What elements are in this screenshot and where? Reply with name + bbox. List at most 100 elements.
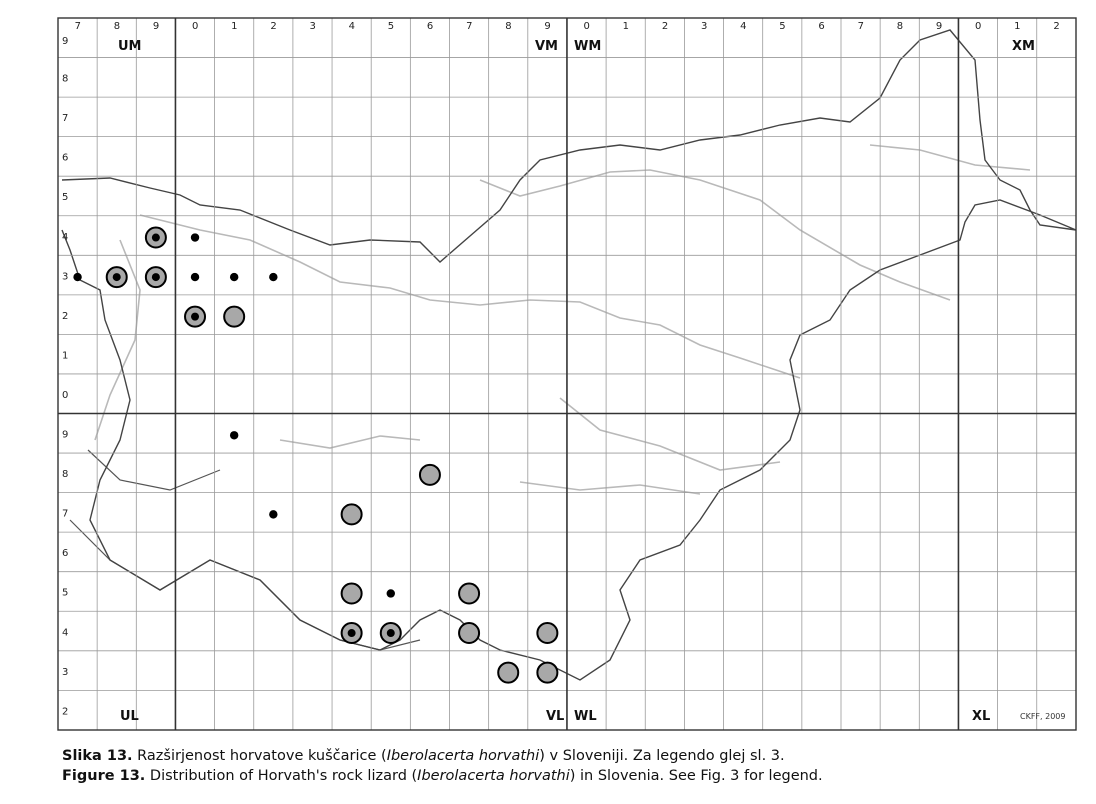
record-marker-combined-dot bbox=[151, 233, 160, 242]
neighbour-border bbox=[87, 449, 221, 491]
zone-label-ul: UL bbox=[120, 709, 139, 724]
top-tick-label: 8 bbox=[897, 21, 903, 32]
record-marker-old bbox=[386, 589, 395, 598]
top-tick-label: 5 bbox=[779, 21, 785, 32]
record-marker-combined-dot bbox=[347, 629, 356, 638]
top-tick-label: 7 bbox=[466, 21, 472, 32]
zone-label-xl: XL bbox=[972, 709, 990, 724]
zone-label-xm: XM bbox=[1012, 39, 1035, 54]
top-tick-label: 6 bbox=[427, 21, 433, 32]
record-marker-recent bbox=[536, 661, 559, 684]
top-tick-label: 7 bbox=[75, 21, 81, 32]
record-marker-old bbox=[190, 272, 200, 282]
river-soca bbox=[94, 239, 141, 441]
top-tick-label: 2 bbox=[1053, 21, 1059, 32]
record-marker-old bbox=[73, 272, 82, 282]
left-tick-label: 8 bbox=[62, 74, 68, 85]
zone-labels: UM VM WM XM UL VL WL XL bbox=[118, 39, 1035, 724]
record-marker-recent bbox=[458, 622, 481, 645]
top-tick-label: 1 bbox=[231, 21, 237, 32]
left-tick-label: 7 bbox=[62, 113, 68, 124]
left-tick-label: 2 bbox=[62, 706, 68, 717]
record-marker-recent bbox=[536, 622, 559, 645]
top-tick-label: 9 bbox=[544, 21, 550, 32]
top-tick-label: 6 bbox=[818, 21, 824, 32]
zone-label-vl: VL bbox=[546, 709, 564, 724]
left-tick-label: 6 bbox=[62, 548, 68, 559]
zone-label-wl: WL bbox=[574, 709, 597, 724]
record-marker-recent bbox=[418, 463, 441, 486]
top-tick-label: 3 bbox=[701, 21, 707, 32]
top-tick-label: 4 bbox=[740, 21, 746, 32]
record-marker-combined-dot bbox=[151, 273, 160, 282]
record-marker-old bbox=[229, 272, 239, 282]
top-tick-label: 0 bbox=[975, 21, 981, 32]
top-tick-label: 0 bbox=[192, 21, 198, 32]
top-tick-label: 3 bbox=[309, 21, 315, 32]
top-tick-label: 5 bbox=[388, 21, 394, 32]
top-tick-label: 1 bbox=[1014, 21, 1020, 32]
caption-slovenian-species: Iberolacerta horvathi bbox=[386, 748, 540, 764]
left-tick-label: 3 bbox=[62, 271, 68, 282]
caption-slovenian-text-1: Razširjenost horvatove kuščarice ( bbox=[132, 748, 387, 764]
caption-slovenian-label: Slika 13. bbox=[62, 748, 133, 764]
record-marker-recent bbox=[458, 582, 481, 605]
river-sava bbox=[139, 214, 801, 379]
left-tick-label: 9 bbox=[62, 36, 68, 47]
top-tick-label: 9 bbox=[936, 21, 942, 32]
left-tick-label: 5 bbox=[62, 588, 68, 599]
map-frame bbox=[57, 17, 1077, 731]
caption-english: Figure 13. Distribution of Horvath's roc… bbox=[62, 766, 823, 786]
caption-slovenian: Slika 13. Razširjenost horvatove kuščari… bbox=[62, 746, 785, 766]
caption-english-species: Iberolacerta horvathi bbox=[417, 768, 570, 784]
left-tick-label: 4 bbox=[62, 232, 68, 243]
river-krka bbox=[559, 397, 781, 471]
record-marker-old bbox=[269, 510, 278, 519]
caption-english-text-2: ) in Slovenia. See Fig. 3 for legend. bbox=[569, 768, 823, 784]
left-tick-label: 0 bbox=[62, 390, 68, 401]
left-tick-label: 9 bbox=[62, 430, 68, 441]
left-tick-label: 2 bbox=[62, 311, 68, 322]
top-tick-label: 7 bbox=[858, 21, 864, 32]
record-marker-recent bbox=[340, 582, 363, 605]
river-kolpa bbox=[519, 481, 701, 495]
top-tick-labels: 7 8 9 0 1 2 3 4 5 6 7 8 9 0 1 2 3 4 5 6 7 8 9 0 1 2 bbox=[75, 21, 1060, 32]
caption-slovenian-text-2: ) v Sloveniji. Za legendo glej sl. 3. bbox=[539, 748, 785, 764]
left-tick-label: 1 bbox=[62, 350, 68, 361]
record-marker-old bbox=[190, 233, 200, 242]
left-tick-label: 6 bbox=[62, 153, 68, 164]
record-marker-recent bbox=[497, 661, 520, 684]
rivers bbox=[94, 144, 1031, 495]
top-tick-label: 8 bbox=[114, 21, 120, 32]
record-marker-old bbox=[269, 272, 278, 282]
zone-label-um: UM bbox=[118, 39, 142, 54]
zone-lines bbox=[58, 18, 1076, 730]
river-ljubljanica bbox=[279, 435, 421, 449]
top-tick-label: 2 bbox=[270, 21, 276, 32]
record-marker-old bbox=[229, 431, 239, 440]
top-tick-label: 9 bbox=[153, 21, 159, 32]
record-marker-combined-dot bbox=[191, 312, 200, 321]
caption-english-text-1: Distribution of Horvath's rock lizard ( bbox=[145, 768, 418, 784]
top-tick-label: 2 bbox=[662, 21, 668, 32]
record-marker-recent bbox=[223, 305, 246, 328]
top-tick-label: 4 bbox=[349, 21, 355, 32]
left-tick-label: 4 bbox=[62, 627, 68, 638]
left-tick-label: 8 bbox=[62, 469, 68, 480]
top-tick-label: 1 bbox=[623, 21, 629, 32]
zone-label-vm: VM bbox=[535, 39, 558, 54]
record-marker-recent bbox=[340, 503, 363, 526]
river-drava bbox=[479, 169, 951, 301]
record-markers bbox=[73, 226, 559, 684]
left-tick-label: 7 bbox=[62, 509, 68, 520]
map-credit: CKFF, 2009 bbox=[1020, 712, 1065, 721]
top-tick-label: 8 bbox=[505, 21, 511, 32]
record-marker-combined-dot bbox=[112, 273, 121, 282]
top-tick-label: 0 bbox=[584, 21, 590, 32]
left-tick-label: 5 bbox=[62, 192, 68, 203]
river-mura bbox=[869, 144, 1031, 171]
caption-english-label: Figure 13. bbox=[62, 768, 146, 784]
left-tick-label: 3 bbox=[62, 667, 68, 678]
